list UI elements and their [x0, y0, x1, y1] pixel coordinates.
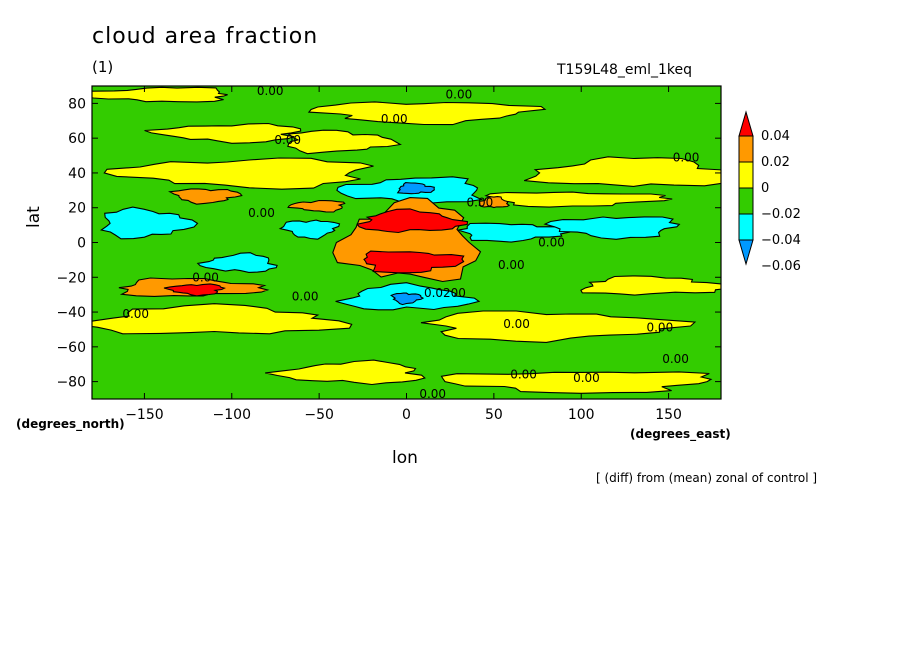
contour-label: 0.00 [192, 270, 219, 284]
contour-label: 0.00 [573, 371, 600, 385]
run-label: T159L48_eml_1keq [557, 62, 693, 78]
contour-label: 0.00 [467, 196, 494, 210]
contour-label: 0.00 [419, 387, 446, 401]
chart-title: cloud area fraction [92, 24, 319, 49]
colorbar-swatch [738, 161, 754, 189]
contour-region [478, 196, 511, 209]
contour-region [196, 252, 278, 273]
contour-region [524, 156, 721, 187]
chart-subtitle: (1) [92, 58, 114, 76]
x-tick-label: 100 [568, 407, 595, 423]
colorbar-label: 0.04 [761, 129, 790, 144]
x-axis-units: (degrees_east) [630, 427, 731, 441]
contour-label: 0.00 [248, 206, 275, 220]
contour-region [440, 371, 713, 394]
contour-label: 0.00 [510, 368, 537, 382]
axes: −150 −100 −50 0 50 100 150 80 60 40 20 0 −20 −40 −60 −8… [56, 86, 721, 423]
contour-region [580, 275, 721, 296]
contour-region [390, 292, 425, 306]
x-tick-label: 0 [402, 407, 411, 423]
contour-label: 0.00 [538, 236, 565, 250]
contour-label: 0.0200 [424, 286, 466, 300]
y-tick-label: 60 [68, 131, 86, 147]
contour-label: 0.00 [381, 112, 408, 126]
contour-label: 0.00 [257, 84, 284, 98]
y-tick-label: −60 [56, 340, 86, 356]
x-axis-label: lon [392, 448, 418, 468]
contour-region [265, 359, 426, 386]
contour-label: 0.00 [503, 317, 530, 331]
x-tick-label: −150 [125, 407, 163, 423]
contour-region [363, 250, 465, 274]
contour-label: 0.00 [662, 352, 689, 366]
y-tick-label: 80 [68, 96, 86, 112]
y-tick-label: 20 [68, 201, 86, 217]
contour-region [396, 182, 435, 195]
contour-region [92, 86, 228, 103]
contour-label: 0.00 [498, 258, 525, 272]
contour-region [356, 208, 469, 234]
plot-area: 0.00 0.00 0.00 0.00 0.00 0.00 0.00 0.00 0.00 0.00… [92, 84, 721, 401]
colorbar-label: 0 [761, 181, 769, 196]
colorbar: 0.04 0.02 0 −0.02 −0.04 −0.06 [738, 110, 801, 274]
contour-region [103, 157, 374, 190]
contour-region [287, 199, 346, 213]
colorbar-swatch [738, 213, 754, 241]
contour-region [458, 222, 574, 243]
colorbar-arrow-top [738, 110, 754, 137]
y-axis-units: (degrees_north) [16, 417, 125, 431]
contour-region [144, 122, 302, 144]
contour-label: 0.00 [673, 150, 700, 164]
contour-region [163, 283, 226, 297]
colorbar-label: −0.04 [761, 233, 801, 248]
colorbar-label: 0.02 [761, 155, 790, 170]
contour-label: 0.00 [292, 289, 319, 303]
contour-label: 0.00 [446, 88, 473, 102]
colorbar-arrow-bottom [738, 239, 754, 266]
colorbar-swatch [738, 135, 754, 163]
colorbar-label: −0.06 [761, 259, 801, 274]
contour-label: 0.00 [646, 321, 673, 335]
x-tick-label: −50 [304, 407, 334, 423]
contour-region [420, 310, 697, 343]
colorbar-label: −0.02 [761, 207, 801, 222]
contour-region [543, 216, 681, 240]
contour-region [287, 129, 402, 155]
contour-region [168, 188, 243, 205]
contour-region [307, 101, 547, 126]
x-tick-label: 50 [485, 407, 503, 423]
y-tick-label: −40 [56, 305, 86, 321]
footnote: [ (diff) from (mean) zonal of control ] [596, 471, 818, 485]
y-tick-label: −80 [56, 375, 86, 391]
y-tick-label: −20 [56, 270, 86, 286]
contour-region [92, 303, 353, 335]
y-tick-label: 40 [68, 166, 86, 182]
contour-label: 0.00 [274, 133, 301, 147]
contour-region [99, 206, 199, 240]
contour-label: 0.00 [122, 307, 149, 321]
y-tick-label: 0 [77, 236, 86, 252]
colorbar-swatch [738, 187, 754, 215]
x-tick-label: 150 [655, 407, 682, 423]
contour-region [278, 219, 341, 240]
x-tick-label: −100 [213, 407, 251, 423]
